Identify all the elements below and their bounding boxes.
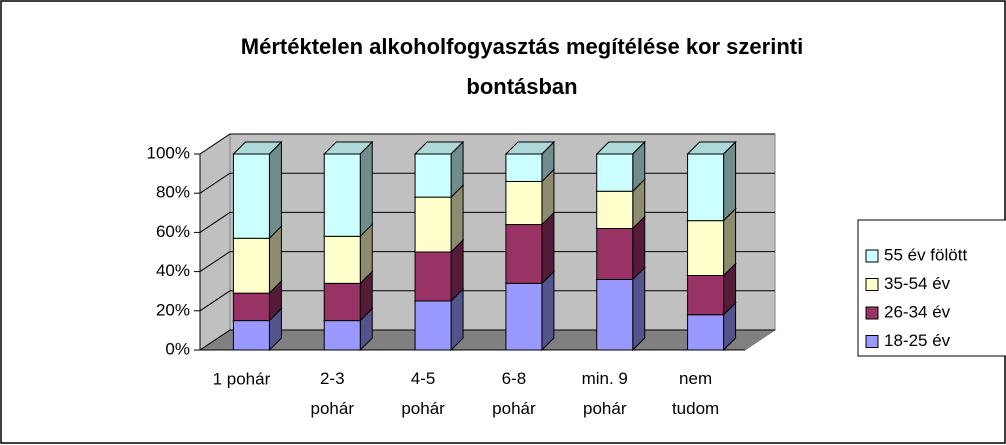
grid-line: [199, 172, 775, 194]
legend-label: 35-54 év: [884, 274, 951, 293]
y-tick-label: 80%: [156, 183, 190, 202]
x-tick-label: 6-8 pohár: [492, 369, 536, 418]
x-tick-label: 2-3 pohár: [311, 369, 355, 418]
bar: [323, 282, 361, 322]
grid-line: [199, 251, 775, 273]
bar: [232, 292, 270, 322]
bar: [687, 314, 725, 351]
bar-side: [359, 140, 373, 238]
x-tick-label: 4-5 pohár: [401, 369, 445, 418]
y-tick-label: 0%: [165, 339, 190, 358]
bar: [414, 196, 452, 253]
bar: [505, 153, 543, 182]
x-tick-label: min. 9 pohár: [582, 369, 628, 418]
bar-side: [268, 140, 282, 240]
bar: [505, 180, 543, 226]
bar: [596, 278, 634, 351]
bar: [687, 153, 725, 222]
legend-swatch: [865, 249, 879, 263]
y-tick-label: 20%: [156, 300, 190, 319]
legend-label: 55 év fölött: [884, 245, 967, 264]
bar: [414, 153, 452, 198]
legend-label: 18-25 év: [884, 331, 951, 350]
grid-line: [199, 329, 775, 351]
grid-line: [199, 133, 775, 155]
legend-swatch: [865, 335, 879, 348]
x-tick-label: nem tudom: [672, 369, 719, 418]
bar: [232, 320, 270, 351]
grid-line: [199, 211, 775, 233]
bar: [505, 224, 543, 284]
bar: [323, 320, 361, 351]
bar-side: [541, 270, 555, 352]
y-tick-label: 100%: [147, 143, 190, 162]
bar-side: [723, 140, 737, 222]
y-tick-label: 40%: [156, 261, 190, 280]
bar: [414, 300, 452, 351]
bar: [414, 251, 452, 302]
chart-title: Mértéktelen alkoholfogyasztás megítélése…: [241, 34, 803, 99]
bar: [505, 282, 543, 351]
bar: [687, 220, 725, 277]
x-tick-label: 1 pohár: [213, 369, 271, 388]
bar: [232, 237, 270, 294]
bar-side: [632, 266, 646, 352]
bar: [596, 190, 634, 229]
side-wall: [199, 133, 231, 351]
legend-swatch: [865, 306, 879, 320]
y-tick-label: 60%: [156, 222, 190, 241]
legend-label: 26-34 év: [884, 302, 951, 321]
bar: [323, 153, 361, 237]
bar: [687, 275, 725, 316]
bar: [323, 235, 361, 284]
grid-line: [199, 290, 775, 312]
legend-box: [857, 219, 1006, 357]
bar: [596, 227, 634, 280]
bar: [596, 153, 634, 192]
bar: [232, 153, 270, 239]
legend-swatch: [865, 278, 879, 291]
